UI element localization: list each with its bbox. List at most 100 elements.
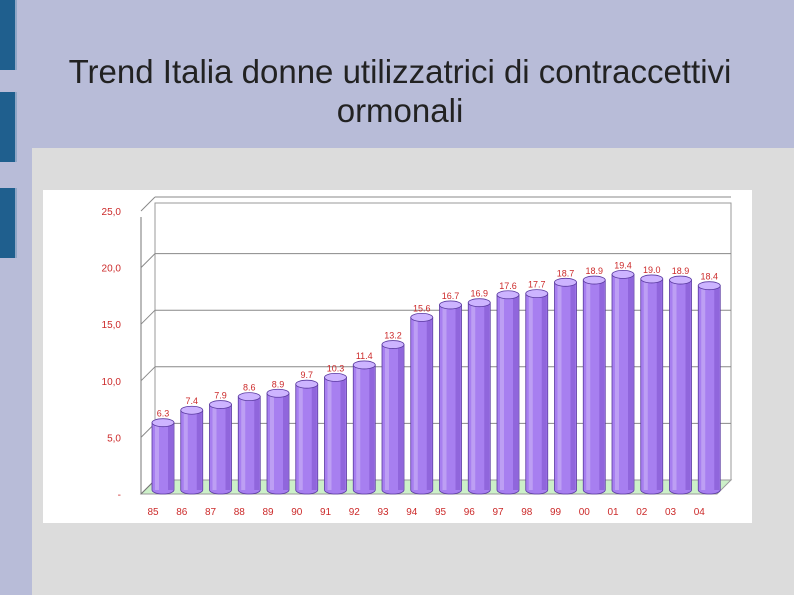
bar-value-label: 7.4 <box>185 396 198 406</box>
bar-value-label: 19.4 <box>614 260 632 270</box>
x-tick-label: 99 <box>550 507 562 518</box>
bar-shade <box>513 294 518 490</box>
bar-highlight <box>270 393 274 490</box>
bar-shade <box>398 344 403 490</box>
chart-area: - 5,0 10,0 15,0 20,0 25,0 6.3 85 7.4 86 7.9 87 8.6 88… <box>43 190 752 523</box>
bar-value-label: 6.3 <box>157 409 170 419</box>
bar-top <box>525 289 549 299</box>
bar-shade <box>225 404 231 490</box>
bar-top <box>209 400 232 409</box>
slide-title: Trend Italia donne utilizzatrici di cont… <box>68 53 732 129</box>
bar-top <box>554 277 577 287</box>
gridline-depth <box>140 253 156 268</box>
bar-value-label: 11.4 <box>356 351 373 361</box>
bar-chart: - 5,0 10,0 15,0 20,0 25,0 6.3 85 7.4 86 7.9 87 8.6 88… <box>102 196 733 518</box>
x-tick-label: 85 <box>147 507 159 518</box>
bar-value-label: 8.9 <box>272 379 285 389</box>
bar-shade <box>455 304 461 490</box>
bar-value-label: 18.7 <box>557 268 575 278</box>
sidebar-accent-bar-2 <box>0 92 17 162</box>
sidebar-accent-bar-1 <box>0 0 17 70</box>
bar-value-label: 18.9 <box>585 266 603 276</box>
bar-top <box>467 298 491 308</box>
bar-highlight <box>327 377 332 490</box>
bar-value-label: 8.6 <box>243 383 256 393</box>
y-tick-label: 15,0 <box>102 320 122 331</box>
x-tick-label: 86 <box>176 507 188 518</box>
bar-shade <box>426 317 432 490</box>
x-tick-label: 91 <box>320 507 332 518</box>
bar-shade <box>656 278 662 490</box>
x-tick-label: 03 <box>665 507 677 518</box>
y-tick-label: 5,0 <box>107 433 121 444</box>
x-tick-label: 90 <box>291 507 303 518</box>
bar-highlight <box>413 317 418 490</box>
x-tick-label: 87 <box>205 507 217 518</box>
bar-value-label: 18.4 <box>700 272 718 282</box>
x-tick-label: 88 <box>234 507 246 518</box>
bar-shade <box>599 280 605 490</box>
x-tick-label: 89 <box>262 507 274 518</box>
bar-top <box>151 418 175 428</box>
bar-highlight <box>471 302 476 490</box>
bar-value-label: 15.6 <box>413 303 431 313</box>
x-tick-label: 93 <box>377 507 389 518</box>
bar-highlight <box>442 304 447 490</box>
bar-highlight <box>701 285 706 490</box>
x-tick-label: 97 <box>492 507 504 518</box>
bar-highlight <box>298 384 303 490</box>
bar-value-label: 19.0 <box>643 265 661 275</box>
x-tick-label: 98 <box>521 507 533 518</box>
bar-value-label: 16.7 <box>442 291 460 301</box>
bar-shade <box>369 364 375 490</box>
y-tick-label: 10,0 <box>102 377 122 388</box>
bar-highlight <box>528 293 533 490</box>
bar-top <box>410 313 434 322</box>
bar-value-label: 13.2 <box>384 331 402 341</box>
x-tick-label: 95 <box>435 507 447 518</box>
bar-shade <box>196 410 202 490</box>
gridline-depth <box>140 366 156 382</box>
bar-value-label: 9.7 <box>300 370 313 380</box>
bar-highlight <box>643 278 648 490</box>
bar-shade <box>168 422 173 490</box>
bar-top <box>439 300 462 310</box>
y-tick-label: 20,0 <box>102 264 122 275</box>
bar-top <box>295 379 319 389</box>
bar-shade <box>541 293 547 490</box>
bar-value-label: 18.9 <box>672 266 690 276</box>
x-tick-label: 02 <box>636 507 648 518</box>
x-tick-label: 94 <box>406 507 418 518</box>
bar-top <box>669 275 692 285</box>
bar-highlight <box>385 344 389 490</box>
x-tick-label: 92 <box>349 507 361 518</box>
bar-value-label: 16.9 <box>470 289 488 299</box>
bar-top <box>611 269 635 279</box>
bar-highlight <box>615 274 619 490</box>
bar-shade <box>254 396 260 490</box>
bar-top <box>496 290 520 300</box>
bar-top <box>697 281 721 291</box>
bar-value-label: 7.9 <box>214 391 227 401</box>
bar-shade <box>714 285 720 490</box>
bar-top <box>324 373 347 382</box>
x-tick-label: 96 <box>464 507 476 518</box>
y-tick-label: 25,0 <box>102 207 122 218</box>
bar-shade <box>628 274 633 490</box>
bar-highlight <box>557 282 562 490</box>
bar-top <box>582 275 606 285</box>
bar-top <box>381 340 405 349</box>
bar-highlight <box>155 422 159 490</box>
x-tick-label: 04 <box>694 507 706 518</box>
bar-shade <box>311 384 317 490</box>
x-tick-label: 01 <box>607 507 619 518</box>
x-tick-label: 00 <box>579 507 591 518</box>
bar-shade <box>340 377 346 490</box>
bar-shade <box>283 393 288 490</box>
bar-highlight <box>241 396 246 490</box>
bar-value-label: 17.7 <box>528 280 546 290</box>
bar-highlight <box>672 280 677 490</box>
y-tick-label: - <box>118 490 121 501</box>
bar-top <box>352 360 376 370</box>
gridline-depth <box>140 196 156 212</box>
